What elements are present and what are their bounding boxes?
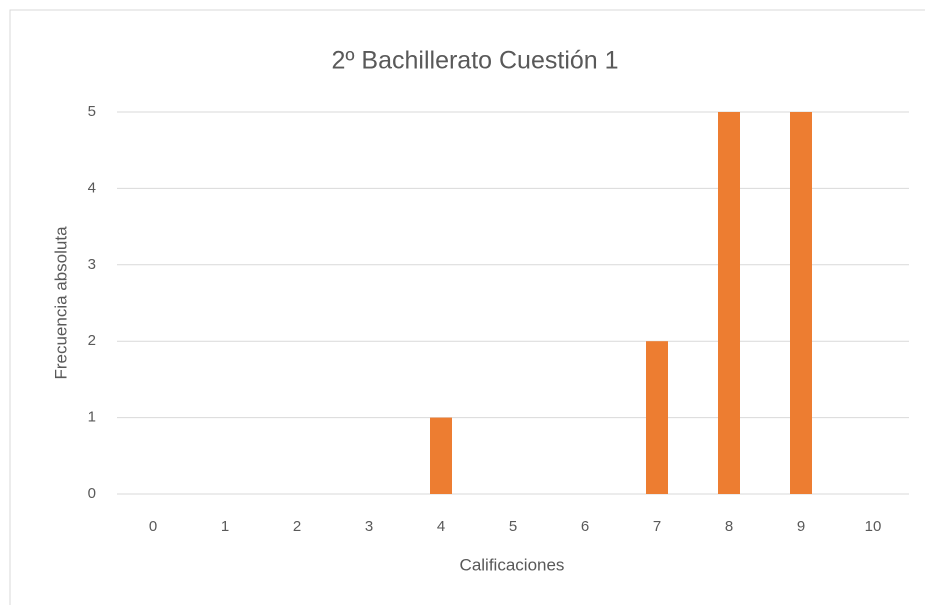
y-tick-label: 4 [88, 179, 96, 196]
x-tick-label: 1 [221, 518, 229, 535]
bar [718, 112, 740, 494]
x-tick-label: 8 [725, 518, 733, 535]
y-tick-label: 2 [88, 332, 96, 349]
x-tick-label: 2 [293, 518, 301, 535]
y-tick-label: 1 [88, 409, 96, 426]
bar [646, 341, 668, 494]
x-tick-label: 7 [653, 518, 661, 535]
x-tick-label: 9 [797, 518, 805, 535]
bar [430, 417, 452, 494]
x-tick-label: 0 [149, 518, 157, 535]
y-tick-label: 3 [88, 256, 96, 273]
x-tick-label: 6 [581, 518, 589, 535]
y-tick-label: 0 [88, 485, 96, 502]
y-tick-label: 5 [88, 103, 96, 120]
x-axis-label: Calificaciones [460, 555, 565, 574]
x-tick-label: 4 [437, 518, 445, 535]
y-axis-label: Frecuencia absoluta [51, 226, 70, 380]
x-tick-label: 5 [509, 518, 517, 535]
x-tick-label: 3 [365, 518, 373, 535]
chart-border [9, 9, 925, 605]
x-tick-label: 10 [865, 518, 882, 535]
chart-title: 2º Bachillerato Cuestión 1 [331, 47, 618, 75]
bar [790, 112, 812, 494]
